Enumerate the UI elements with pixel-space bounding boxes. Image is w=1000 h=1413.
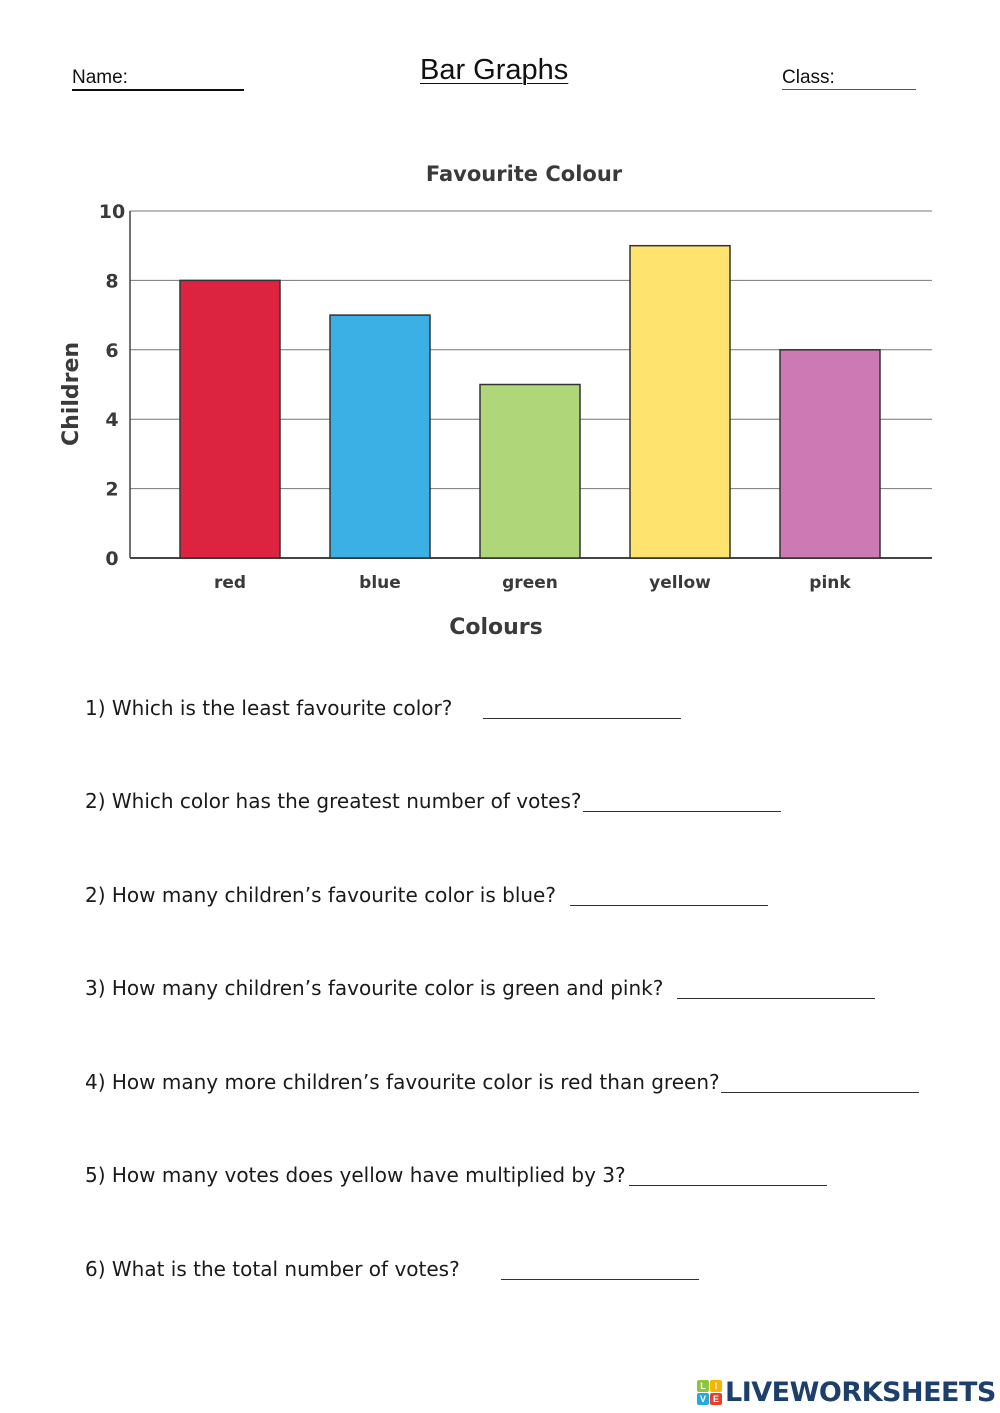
x-tick-label: red	[214, 573, 246, 593]
question-2: 2) Which color has the greatest number o…	[85, 789, 582, 813]
answer-field-7[interactable]	[501, 1279, 699, 1280]
question-1: 1) Which is the least favourite color?	[85, 696, 453, 720]
answer-field-1[interactable]	[483, 718, 681, 719]
question-7: 6) What is the total number of votes?	[85, 1257, 460, 1281]
answer-field-3[interactable]	[570, 905, 768, 906]
y-axis-label: Children	[59, 342, 84, 446]
name-label: Name:	[72, 67, 128, 88]
y-tick-label: 6	[105, 340, 118, 362]
y-tick-label: 8	[105, 270, 118, 292]
bar-pink	[779, 349, 881, 559]
question-6: 5) How many votes does yellow have multi…	[85, 1163, 626, 1187]
bar-blue	[329, 314, 431, 559]
class-label: Class:	[782, 67, 835, 88]
y-tick-label: 0	[105, 548, 118, 570]
question-5: 4) How many more children’s favourite co…	[85, 1070, 720, 1094]
bar-yellow	[629, 244, 731, 559]
y-tick-label: 4	[105, 409, 118, 431]
x-axis-label: Colours	[449, 615, 543, 640]
x-tick-label: green	[502, 573, 558, 593]
y-tick-label: 10	[99, 201, 125, 223]
bar-green	[479, 383, 581, 559]
logo-text: LIVEWORKSHEETS	[725, 1377, 996, 1408]
question-4: 3) How many children’s favourite color i…	[85, 976, 664, 1000]
answer-field-5[interactable]	[721, 1092, 919, 1093]
y-tick-label: 2	[105, 479, 118, 501]
answer-field-2[interactable]	[583, 811, 781, 812]
answer-field-6[interactable]	[629, 1185, 827, 1186]
name-field[interactable]: Name:	[72, 67, 244, 91]
answer-field-4[interactable]	[677, 998, 875, 999]
x-tick-label: yellow	[649, 573, 711, 593]
x-tick-label: pink	[809, 573, 851, 593]
class-field[interactable]: Class:	[782, 67, 916, 90]
bar-red	[179, 279, 281, 559]
chart-title: Favourite Colour	[426, 162, 623, 186]
page-title: Bar Graphs	[420, 54, 569, 86]
bar-chart: Favourite Colour 0 2 4 6 8 10 red blue green yel…	[59, 162, 932, 640]
x-tick-label: blue	[359, 573, 401, 593]
question-3: 2) How many children’s favourite color i…	[85, 883, 556, 907]
